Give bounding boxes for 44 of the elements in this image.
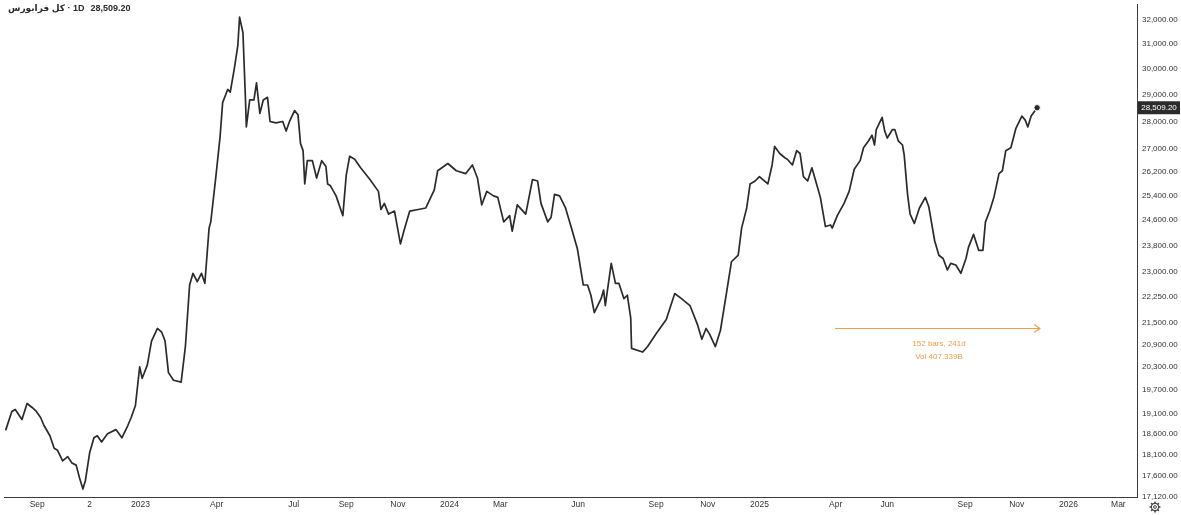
x-tick-label: 2023 bbox=[131, 499, 151, 510]
y-tick-label: 17,120.00 bbox=[1142, 492, 1179, 502]
y-tick-label: 18,600.00 bbox=[1142, 428, 1179, 438]
x-tick-label: 2026 bbox=[1058, 499, 1079, 510]
y-tick-label: 21,500.00 bbox=[1142, 318, 1179, 328]
x-tick-label: Jul bbox=[288, 499, 300, 510]
x-tick-label: Apr bbox=[828, 499, 843, 510]
y-tick-label: 20,900.00 bbox=[1142, 339, 1179, 349]
annotation: 28,509.20 bbox=[1141, 102, 1178, 112]
x-tick-label: Jun bbox=[880, 499, 895, 510]
y-tick-label: 19,700.00 bbox=[1142, 385, 1179, 395]
x-tick-label: 2024 bbox=[440, 499, 460, 510]
y-tick-label: 17,600.00 bbox=[1142, 471, 1179, 481]
x-tick-label: Nov bbox=[390, 499, 407, 510]
y-tick-label: 20,300.00 bbox=[1142, 362, 1179, 372]
y-tick-label: 25,400.00 bbox=[1142, 191, 1179, 201]
x-tick-label: Nov bbox=[700, 499, 717, 510]
chart-subtitle: 28,509.20 bbox=[90, 3, 131, 13]
y-tick-label: 19,100.00 bbox=[1142, 408, 1179, 418]
x-tick-label: Sep bbox=[648, 499, 664, 510]
x-tick-label: 2 bbox=[87, 499, 93, 510]
annotation: Vol 407.339B bbox=[914, 351, 964, 363]
annotation: 152 bars, 241d bbox=[911, 338, 967, 350]
x-tick-label: Sep bbox=[957, 499, 973, 510]
y-tick-label: 23,800.00 bbox=[1142, 240, 1179, 250]
y-tick-label: 18,100.00 bbox=[1142, 449, 1179, 459]
x-tick-label: Sep bbox=[29, 499, 46, 510]
y-tick-label: 27,000.00 bbox=[1142, 144, 1179, 154]
y-tick-label: 31,000.00 bbox=[1142, 38, 1179, 48]
y-tick-label: 26,200.00 bbox=[1142, 167, 1179, 177]
x-tick-label: Sep bbox=[338, 499, 355, 510]
y-tick-label: 23,000.00 bbox=[1142, 266, 1179, 276]
x-tick-label: Mar bbox=[1111, 499, 1126, 510]
y-tick-label: 29,000.00 bbox=[1142, 89, 1179, 99]
y-tick-label: 22,250.00 bbox=[1142, 292, 1179, 302]
y-tick-label: 30,000.00 bbox=[1142, 64, 1179, 74]
y-tick-label: 24,600.00 bbox=[1142, 215, 1179, 225]
y-tick-label: 28,000.00 bbox=[1142, 116, 1179, 126]
x-tick-label: Jun bbox=[571, 499, 586, 510]
y-tick-label: 32,000.00 bbox=[1142, 14, 1179, 24]
x-tick-label: Apr bbox=[210, 499, 224, 510]
x-tick-label: Nov bbox=[1009, 499, 1026, 510]
x-tick-label: 2025 bbox=[749, 499, 770, 510]
x-tick-label: Mar bbox=[493, 499, 508, 510]
